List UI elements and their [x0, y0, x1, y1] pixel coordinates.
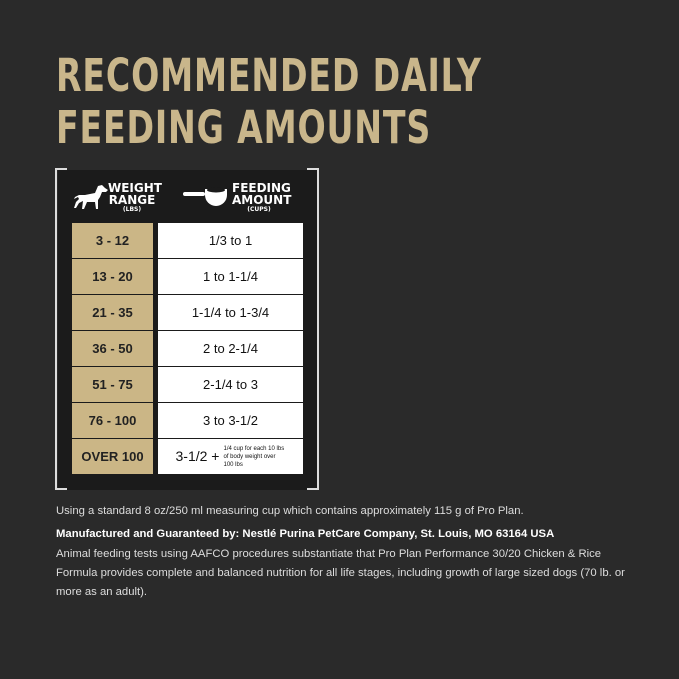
amount-value: 3-1/2 + [175, 448, 220, 464]
feeding-unit: (CUPS) [247, 206, 271, 213]
manufacturer-note: Manufactured and Guaranteed by: Nestlé P… [56, 528, 555, 540]
weight-cell: 36 - 50 [72, 331, 153, 366]
page-title: RECOMMENDED DAILY FEEDING AMOUNTS [56, 50, 482, 154]
amount-cell: 3-1/2 + 1/4 cup for each 10 lbs of body … [158, 439, 303, 474]
amount-cell: 3 to 3-1/2 [158, 403, 303, 438]
weight-cell: 76 - 100 [72, 403, 153, 438]
weight-unit: (LBS) [122, 206, 142, 213]
title-line-1: RECOMMENDED DAILY [56, 49, 482, 102]
right-bracket [307, 168, 319, 490]
amount-cell: 1 to 1-1/4 [158, 259, 303, 294]
weight-cell: OVER 100 [72, 439, 153, 474]
amount-cell: 1/3 to 1 [158, 223, 303, 258]
title-line-2: FEEDING AMOUNTS [56, 101, 432, 154]
feeding-amount-header: FEEDING AMOUNT (CUPS) [232, 182, 291, 214]
weight-cell: 3 - 12 [72, 223, 153, 258]
weight-header-label: WEIGHT RANGE [108, 181, 162, 207]
dog-icon [74, 185, 108, 209]
weight-cell: 21 - 35 [72, 295, 153, 330]
feeding-header-label: FEEDING AMOUNT [232, 181, 292, 207]
weight-range-header: WEIGHT RANGE (LBS) [108, 182, 162, 214]
amount-cell: 2 to 2-1/4 [158, 331, 303, 366]
amount-cell: 1-1/4 to 1-3/4 [158, 295, 303, 330]
weight-cell: 51 - 75 [72, 367, 153, 402]
left-bracket [55, 168, 67, 490]
aafco-statement: Animal feeding tests using AAFCO procedu… [56, 548, 625, 598]
cup-note: Using a standard 8 oz/250 ml measuring c… [56, 505, 524, 517]
amount-cell: 2-1/4 to 3 [158, 367, 303, 402]
weight-cell: 13 - 20 [72, 259, 153, 294]
amount-note: 1/4 cup for each 10 lbs of body weight o… [223, 445, 285, 468]
measuring-cup-icon [183, 187, 227, 206]
